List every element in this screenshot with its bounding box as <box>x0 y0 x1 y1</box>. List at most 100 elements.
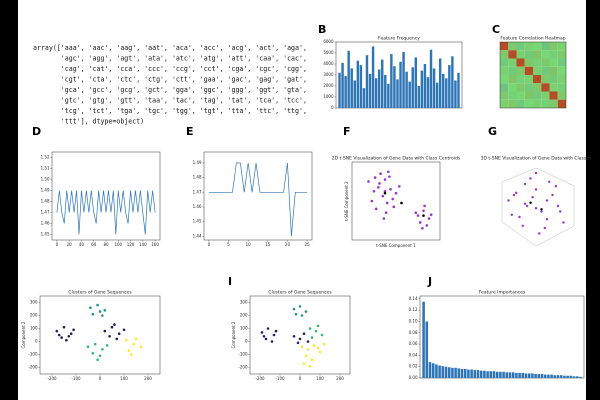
heatmap-cell <box>533 99 542 108</box>
heatmap-cell <box>524 58 533 67</box>
code-line: 'tcg', 'tct', 'tga', 'tgc', 'tgg', 'tgt'… <box>33 107 307 115</box>
point <box>308 364 312 368</box>
bar <box>408 81 411 108</box>
bar <box>540 374 544 378</box>
line <box>56 190 156 235</box>
heatmap-cell <box>500 42 509 51</box>
point <box>129 353 133 356</box>
y-tick-label: -100 <box>238 352 248 357</box>
bar <box>411 67 414 108</box>
x-tick-label: 100 <box>316 376 324 381</box>
point <box>96 303 99 307</box>
point <box>300 314 304 317</box>
point <box>310 358 314 362</box>
bar <box>356 60 360 108</box>
heatmap-cell <box>541 66 550 75</box>
bar <box>428 362 432 378</box>
bar <box>463 368 467 378</box>
chart-title: 3D t-SNE Visualization of Gene Data with… <box>481 156 592 162</box>
bar <box>448 65 451 108</box>
bar <box>359 65 363 108</box>
bar <box>438 365 441 378</box>
heatmap-cell <box>500 75 509 84</box>
bar <box>563 375 566 378</box>
point <box>96 358 99 362</box>
chart-title: Clusters of Gene Sequences <box>268 290 332 296</box>
bar <box>515 372 518 378</box>
x-tick-label: -100 <box>275 376 285 381</box>
x-tick-label: 20 <box>285 242 291 247</box>
bar <box>396 79 399 108</box>
point <box>134 337 138 341</box>
bar <box>543 374 547 378</box>
bar <box>444 366 448 378</box>
bar <box>508 372 512 378</box>
y-tick-label: 0 <box>245 339 248 344</box>
bar <box>454 367 457 378</box>
x-tick-label: 60 <box>91 242 97 247</box>
bar <box>445 78 448 108</box>
bar <box>457 72 460 108</box>
point <box>526 204 529 208</box>
x-tick-label: 160 <box>151 242 159 247</box>
point <box>562 221 565 224</box>
heatmap-cell <box>549 83 558 92</box>
heatmap-cell <box>557 66 566 75</box>
point <box>529 177 532 180</box>
heatmap-cell <box>549 75 558 84</box>
point <box>260 331 264 334</box>
y-tick-label: 200 <box>240 313 248 318</box>
x-tick-label: 0 <box>299 376 302 381</box>
y-tick-label: 200 <box>30 313 38 318</box>
point <box>272 333 276 337</box>
heatmap-cell <box>541 75 550 84</box>
y-tick-label: 1.47 <box>41 210 50 215</box>
y-tick-label: 100 <box>240 326 248 331</box>
point <box>139 345 143 349</box>
heatmap-cell <box>524 91 533 100</box>
point <box>538 232 541 235</box>
point <box>296 341 300 345</box>
heatmap-cell <box>541 42 550 51</box>
point <box>110 325 114 329</box>
heatmap-cell <box>500 66 509 75</box>
bar <box>534 374 537 378</box>
point <box>523 202 527 205</box>
point <box>316 324 320 328</box>
point <box>370 199 374 203</box>
bar <box>521 372 525 378</box>
point <box>545 199 549 202</box>
bar <box>527 373 531 378</box>
bar <box>473 370 477 378</box>
heatmap-cell <box>516 99 525 108</box>
y-tick-label: 1.47 <box>193 189 202 194</box>
heatmap-cell <box>549 42 558 51</box>
plot-frame <box>351 161 441 241</box>
bar <box>441 366 445 378</box>
point <box>382 217 386 220</box>
point <box>57 333 61 337</box>
point <box>540 210 543 213</box>
x-tick-label: 200 <box>144 376 152 381</box>
point <box>521 224 524 227</box>
point <box>523 182 527 186</box>
bar <box>579 376 582 378</box>
point <box>510 213 513 216</box>
y-tick-label: 4000 <box>323 61 334 66</box>
y-tick-label: 1.45 <box>41 232 50 237</box>
bar <box>417 86 421 108</box>
heatmap-cell <box>549 58 558 67</box>
bar <box>368 73 372 108</box>
y-tick-label: 0.12 <box>409 307 418 312</box>
heatmap-cell <box>541 58 550 67</box>
bar <box>353 80 356 108</box>
bar <box>402 51 405 108</box>
panel-label: A <box>5 23 14 36</box>
box-edge <box>501 167 537 183</box>
point <box>383 191 387 195</box>
heatmap-cell <box>541 91 550 100</box>
heatmap-cell <box>516 42 525 51</box>
heatmap-cell <box>557 91 566 100</box>
bar <box>559 375 563 378</box>
